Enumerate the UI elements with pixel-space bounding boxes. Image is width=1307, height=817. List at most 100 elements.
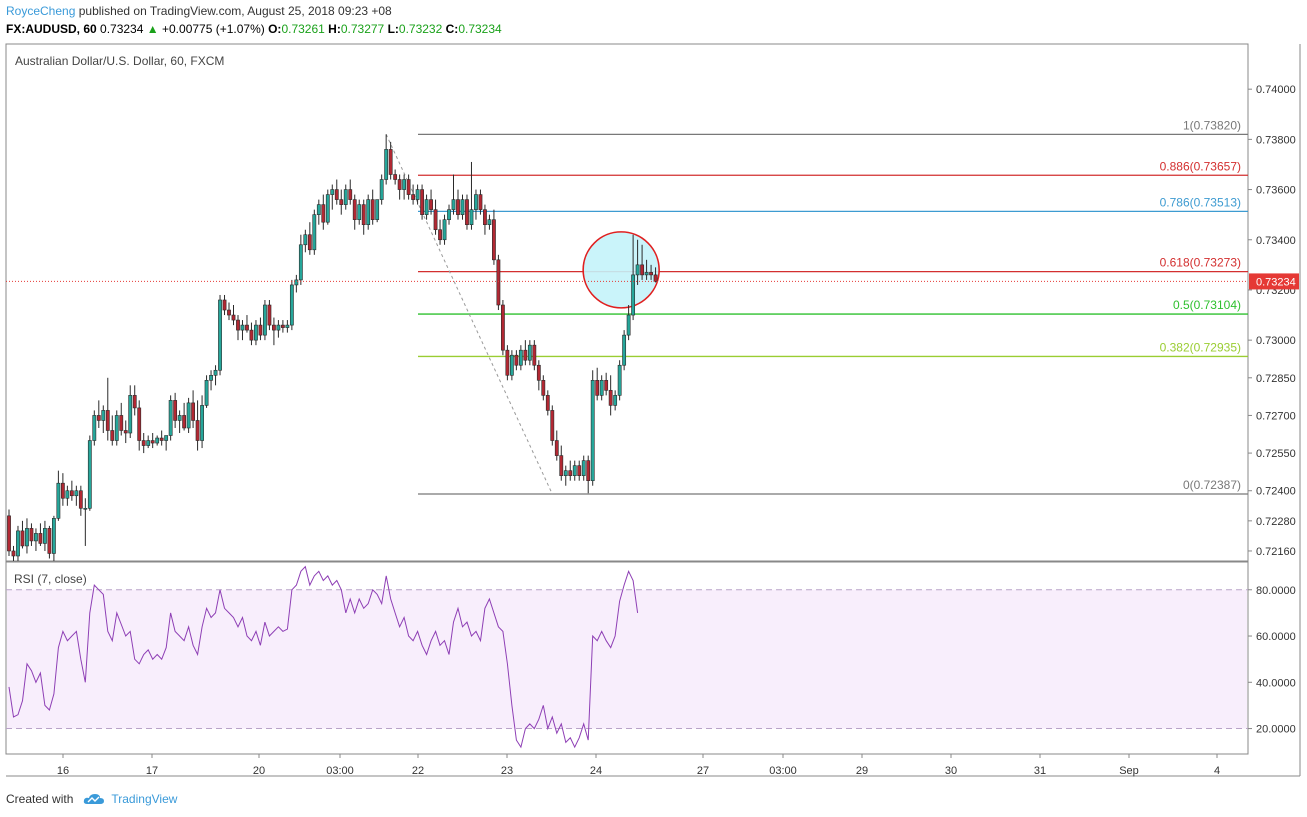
candle-body — [438, 229, 442, 241]
candle-body — [460, 199, 465, 215]
candle-body — [123, 430, 128, 434]
tradingview-cloud-icon — [84, 794, 105, 804]
close-value: 0.73234 — [458, 22, 502, 36]
candle-body — [469, 209, 474, 225]
candle-body — [348, 189, 353, 200]
rsi-tick-label: 60.0000 — [1256, 631, 1296, 643]
candle-body — [101, 410, 106, 421]
candle-body — [370, 199, 375, 220]
candle-body — [523, 349, 528, 361]
candle-body — [34, 533, 38, 542]
candle-body — [78, 490, 83, 509]
candle-body — [599, 380, 604, 396]
candle-body — [132, 395, 137, 409]
candle-body — [51, 518, 56, 554]
candle-body — [343, 189, 348, 205]
candle-body — [586, 460, 591, 481]
candle-body — [231, 314, 236, 321]
candle-body — [155, 437, 160, 444]
candle-body — [245, 324, 249, 331]
candle-body — [334, 189, 339, 200]
candle-body — [388, 149, 393, 175]
candle-body — [150, 440, 155, 444]
price-tick-label: 0.72700 — [1256, 410, 1296, 422]
candle-body — [146, 440, 151, 446]
candle-body — [182, 415, 187, 429]
candle-body — [608, 390, 613, 406]
candle-body — [604, 380, 609, 391]
time-tick-label: 16 — [57, 765, 69, 777]
candle-body — [272, 324, 276, 331]
candle-body — [168, 400, 173, 436]
time-tick-label: 29 — [856, 765, 868, 777]
candle-body — [119, 415, 124, 431]
price-tick-label: 0.73000 — [1256, 335, 1296, 347]
candle-body — [514, 354, 519, 366]
candle-body — [240, 324, 245, 331]
time-tick-label: 03:00 — [326, 765, 354, 777]
price-tick-label: 0.72550 — [1256, 448, 1296, 460]
candle-body — [218, 299, 222, 371]
candle-body — [545, 395, 550, 411]
candle-body — [321, 204, 326, 223]
candle-body — [631, 274, 636, 316]
candle-body — [406, 179, 411, 195]
candle-body — [249, 329, 254, 341]
time-tick-label: 03:00 — [769, 765, 797, 777]
time-tick-label: 30 — [945, 765, 957, 777]
candle-body — [164, 435, 169, 441]
candle-body — [415, 189, 420, 200]
rsi-pane-frame — [5, 561, 1249, 755]
candle-body — [137, 407, 142, 441]
candle-body — [195, 420, 200, 441]
candle-body — [626, 314, 631, 336]
price-tick-label: 0.72280 — [1256, 516, 1296, 528]
candle-body — [159, 437, 164, 441]
candle-body — [56, 482, 61, 519]
candle-body — [325, 194, 330, 223]
candle-body — [527, 344, 532, 361]
candle-body — [7, 515, 11, 552]
candle-body — [186, 402, 191, 429]
tradingview-link[interactable]: TradingView — [111, 792, 178, 806]
candle-body — [518, 349, 523, 366]
candle-body — [622, 334, 627, 366]
created-with-label: Created with — [6, 792, 74, 806]
candle-body — [590, 380, 595, 481]
candle-body — [635, 264, 640, 276]
candle-body — [352, 199, 357, 220]
candle-body — [617, 364, 622, 396]
candle-body — [447, 209, 451, 220]
candle-body — [536, 364, 541, 381]
time-tick-label: 22 — [412, 765, 424, 777]
candle-body — [254, 324, 258, 341]
fib-level-label: 0.5(0.73104) — [1173, 298, 1241, 312]
candle-body — [29, 528, 34, 542]
candle-body — [492, 219, 496, 261]
rsi-tick-label: 20.0000 — [1256, 724, 1296, 736]
candle-body — [384, 149, 389, 180]
candle-body — [640, 264, 644, 276]
candle-body — [294, 279, 299, 286]
candle-body — [16, 530, 20, 557]
candle-body — [483, 209, 487, 225]
candle-body — [554, 440, 559, 456]
candle-body — [173, 400, 178, 421]
last-price-label: 0.73234 — [1256, 276, 1296, 288]
candle-body — [500, 304, 505, 351]
rsi-line — [8, 565, 639, 749]
candle-body — [303, 234, 308, 246]
candle-body — [474, 194, 478, 210]
high-value: 0.73277 — [340, 22, 385, 36]
price-tick-label: 0.72850 — [1256, 373, 1296, 385]
candle-body — [11, 550, 16, 557]
author-link[interactable]: RoyceCheng — [6, 4, 76, 18]
candle-body — [505, 349, 510, 376]
time-tick-label: 17 — [146, 765, 158, 777]
candle-body — [397, 179, 402, 190]
candle-body — [307, 234, 312, 251]
up-arrow-icon: ▲ — [146, 22, 159, 36]
candle-body — [456, 199, 460, 215]
price-tick-label: 0.73400 — [1256, 235, 1296, 247]
